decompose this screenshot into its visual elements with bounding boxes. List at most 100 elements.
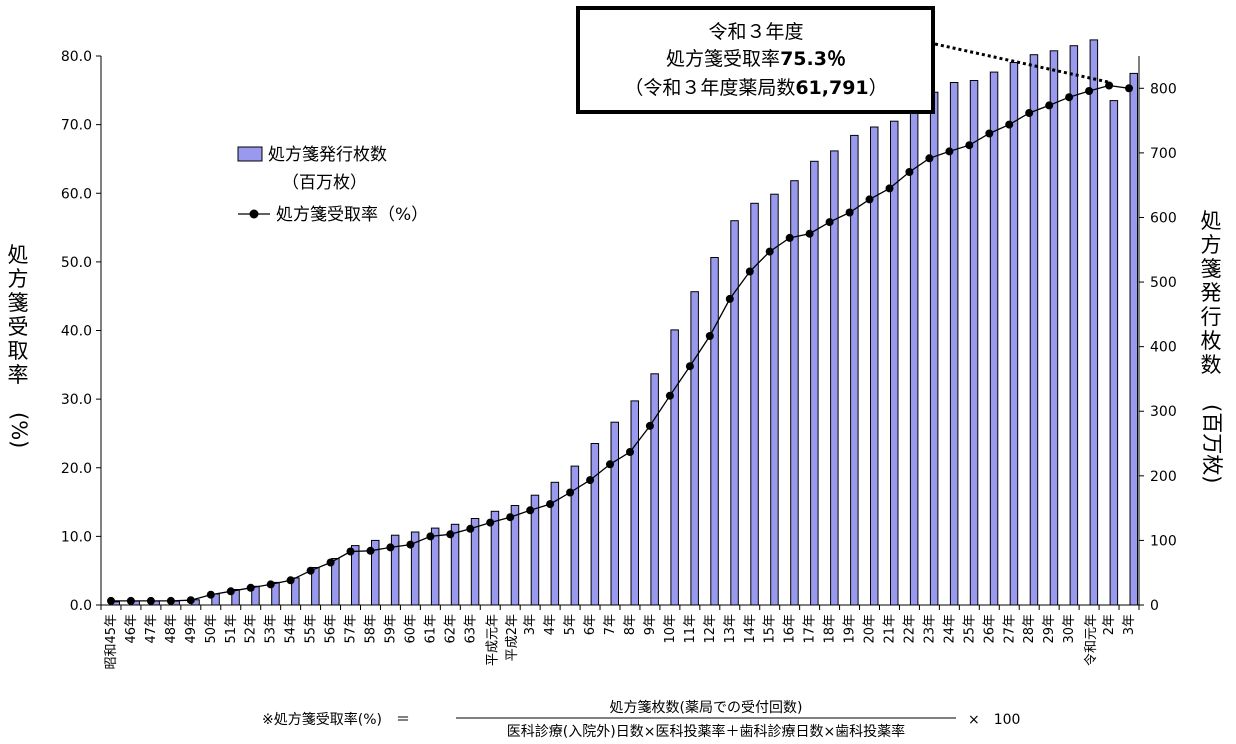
bar (630, 400, 639, 606)
bar (989, 71, 999, 606)
line-point (226, 587, 235, 596)
right-tick-label: 600 (1150, 210, 1177, 226)
line-point (965, 141, 974, 150)
bar (969, 80, 979, 606)
left-axis-label-unit: (%) (7, 412, 31, 448)
line-point (825, 218, 834, 227)
left-tick-label: 80.0 (61, 49, 92, 65)
line-point (1105, 81, 1114, 90)
left-axis-label-char: 方 (8, 267, 29, 291)
line-point (845, 208, 854, 217)
axes (100, 56, 1140, 610)
line-point (685, 362, 694, 371)
right-axis-label: 処方箋発行枚数 (百万枚) (1200, 209, 1224, 483)
line-point (1025, 109, 1034, 117)
bar (1089, 39, 1099, 606)
line-point (286, 576, 295, 585)
line-point (725, 294, 734, 303)
line-point (566, 488, 575, 497)
right-tick-label: 300 (1150, 404, 1177, 420)
bar (650, 373, 659, 606)
right-axis-label-char: 方 (1201, 233, 1222, 257)
left-tick-label: 40.0 (61, 324, 92, 340)
left-axis-label-char: 箋 (8, 291, 29, 315)
bar (1109, 100, 1119, 606)
x-tick-label: 4年 (543, 614, 558, 635)
line-point (745, 267, 754, 276)
right-tick-label: 500 (1150, 275, 1177, 291)
left-axis-label-char: 処 (8, 243, 29, 267)
left-tick-label: 60.0 (61, 186, 92, 202)
x-tick-label: 22年 (902, 614, 917, 644)
bar (1009, 62, 1019, 606)
line-point (765, 247, 774, 256)
x-tick-label: 平成2年 (505, 614, 520, 661)
x-tick-label: 3年 (523, 614, 538, 635)
line-point (246, 583, 255, 592)
x-tick-label: 8年 (623, 614, 638, 635)
line-point (925, 154, 934, 163)
formula: ※処方箋受取率(%) ＝ 処方箋枚数(薬局での受付回数) 医科診療(入院外)日数… (262, 700, 1020, 740)
x-tick-label: 21年 (882, 614, 897, 644)
x-tick-label: 53年 (264, 614, 279, 644)
line-point (1085, 87, 1094, 95)
line-point (166, 596, 175, 605)
x-tick-label: 16年 (783, 614, 798, 644)
line-point (306, 566, 315, 575)
bar-series (111, 39, 1138, 606)
line-point (426, 532, 435, 541)
right-tick-label: 800 (1150, 81, 1177, 97)
right-tick-label: 100 (1150, 533, 1177, 549)
bar (1049, 50, 1059, 606)
line-point (366, 546, 375, 555)
bar (790, 180, 799, 606)
x-axis-labels: 昭和45年 46年 47年 48年 49年 50年 51年 52年 53年 54年 55年 56年 57… (104, 614, 1137, 670)
x-tick-label: 52年 (244, 614, 259, 644)
line-point (146, 596, 155, 605)
line-point (1125, 84, 1133, 93)
right-axis-label-char: 行 (1201, 305, 1222, 329)
x-tick-label: 令和元年 (1084, 614, 1099, 666)
x-tick-label: 12年 (703, 614, 718, 644)
right-tick-label: 400 (1150, 340, 1177, 356)
x-tick-label: 25年 (962, 614, 977, 644)
right-axis-label-char: 箋 (1201, 257, 1222, 281)
x-tick-label: 62年 (443, 614, 458, 644)
x-tick-label: 19年 (843, 614, 858, 644)
legend: 処方箋発行枚数 （百万枚） 処方箋受取率（%） (237, 145, 428, 225)
x-tick-label: 3年 (1122, 614, 1137, 635)
line-point (526, 506, 535, 515)
formula-suffix: × 100 (968, 712, 1020, 728)
right-axis-ticks: 0 100 200 300 400 500 600 700 800 (1139, 81, 1177, 614)
line-point (665, 391, 674, 400)
formula-prefix: ※処方箋受取率(%) ＝ (262, 711, 410, 728)
x-tick-label: 61年 (423, 614, 438, 644)
left-tick-label: 70.0 (61, 118, 92, 134)
x-tick-label: 30年 (1062, 614, 1077, 644)
bar (1129, 72, 1138, 606)
x-tick-label: 28年 (1022, 614, 1037, 644)
line-point (406, 540, 415, 549)
line-series (107, 81, 1133, 605)
line-point (985, 129, 994, 138)
line-point (126, 596, 135, 605)
bar (570, 465, 580, 606)
x-tick-label: 18年 (823, 614, 838, 644)
x-tick-label: 20年 (863, 614, 878, 644)
x-tick-label: 9年 (643, 614, 658, 635)
line-point (186, 596, 195, 605)
bar (929, 91, 939, 606)
left-axis-label: 処方箋受取率 (%) (7, 243, 31, 448)
line-point (705, 332, 714, 340)
x-tick-label: 47年 (144, 614, 159, 644)
line-point (386, 543, 395, 552)
x-tick-label: 昭和45年 (104, 614, 119, 670)
left-axis-label-char: 率 (8, 363, 29, 387)
x-tick-label: 13年 (723, 614, 738, 644)
right-axis-label-char: 処 (1201, 209, 1222, 233)
bar (610, 421, 619, 606)
x-tick-label: 54年 (284, 614, 299, 644)
legend-bar-label: 処方箋発行枚数 (268, 145, 387, 165)
x-tick-label: 26年 (982, 614, 997, 644)
x-tick-label: 56年 (324, 614, 339, 644)
